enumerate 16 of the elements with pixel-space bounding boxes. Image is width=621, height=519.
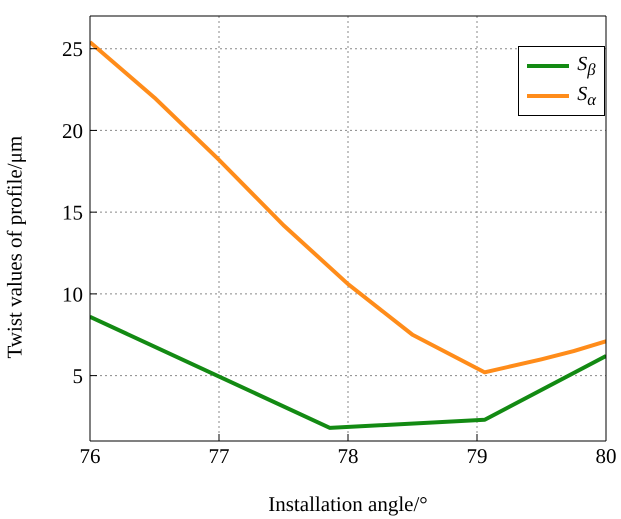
legend-label: S$_{β}$ bbox=[577, 52, 596, 80]
x-tick-label: 78 bbox=[338, 444, 358, 468]
y-tick-label: 20 bbox=[62, 118, 83, 143]
y-tick-label: 15 bbox=[62, 200, 83, 225]
y-tick-label: 10 bbox=[62, 282, 83, 306]
y-tick-label: 5 bbox=[72, 364, 83, 388]
x-axis-title: Installation angle/° bbox=[268, 492, 428, 516]
line-series bbox=[90, 314, 606, 430]
x-tick-label: 80 bbox=[596, 444, 616, 468]
x-tick-label: 77 bbox=[208, 444, 230, 468]
y-tick-label: 25 bbox=[62, 37, 83, 62]
x-tick-label: 79 bbox=[466, 444, 488, 468]
line-series bbox=[90, 40, 606, 374]
x-tick-label: 76 bbox=[80, 444, 100, 468]
y-axis-title: Twist values of profile/μm bbox=[2, 136, 26, 358]
legend-label: S$_{α}$ bbox=[577, 82, 596, 110]
